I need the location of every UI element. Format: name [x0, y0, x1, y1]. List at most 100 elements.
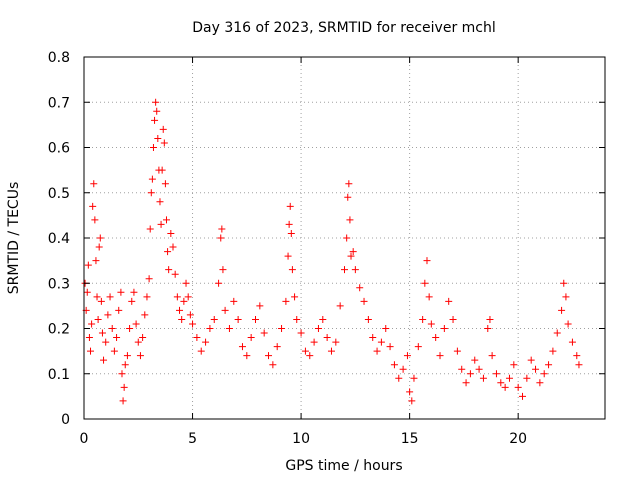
data-point — [471, 356, 479, 364]
data-point — [120, 383, 128, 391]
data-point — [160, 139, 168, 147]
data-point — [399, 365, 407, 373]
x-tick-label: 20 — [509, 431, 527, 447]
data-point — [265, 352, 273, 360]
data-point — [286, 202, 294, 210]
data-point — [136, 352, 144, 360]
data-point — [564, 320, 572, 328]
data-point — [100, 356, 108, 364]
data-point — [532, 365, 540, 373]
data-point — [243, 352, 251, 360]
data-point — [436, 352, 444, 360]
data-point — [527, 356, 535, 364]
data-point — [210, 315, 218, 323]
data-point — [121, 361, 129, 369]
data-point — [169, 243, 177, 251]
data-point — [132, 320, 140, 328]
y-tick-label: 0.1 — [48, 367, 70, 383]
data-point — [341, 266, 348, 274]
data-point — [523, 374, 531, 382]
data-point — [349, 248, 357, 256]
data-point — [106, 293, 114, 301]
data-point — [126, 325, 134, 332]
data-point — [247, 334, 255, 342]
y-tick-label: 0.6 — [48, 141, 70, 157]
data-point — [189, 320, 197, 328]
data-point — [545, 361, 553, 369]
y-tick-label: 0.4 — [48, 231, 70, 247]
data-point — [319, 315, 327, 323]
data-point — [176, 306, 184, 314]
data-point — [492, 370, 500, 378]
data-point — [475, 365, 483, 373]
data-point — [221, 306, 229, 314]
data-point — [386, 343, 394, 351]
data-point — [445, 297, 453, 305]
data-point — [173, 293, 181, 301]
data-point — [382, 325, 390, 332]
data-point — [458, 365, 466, 373]
data-point — [573, 352, 581, 360]
data-point — [159, 125, 167, 133]
data-point — [314, 325, 322, 332]
data-point — [558, 306, 566, 314]
data-point — [332, 338, 340, 346]
data-point — [153, 107, 161, 115]
data-point — [505, 374, 513, 382]
data-point — [519, 392, 527, 400]
y-tick-label: 0.8 — [48, 50, 70, 66]
data-point — [141, 311, 149, 319]
data-point — [440, 325, 448, 332]
data-point — [186, 311, 194, 319]
data-point — [88, 320, 96, 328]
data-point — [251, 315, 259, 323]
data-point — [421, 279, 429, 287]
data-point — [152, 98, 160, 106]
data-point — [284, 252, 292, 260]
data-point — [148, 175, 156, 183]
x-tick-label: 15 — [401, 431, 419, 447]
data-point — [145, 275, 153, 283]
data-point — [453, 347, 461, 355]
data-point — [327, 347, 335, 355]
data-point — [110, 347, 118, 355]
y-tick-label: 0.7 — [48, 95, 70, 111]
data-point — [408, 397, 416, 405]
data-point — [162, 216, 170, 224]
data-point — [347, 252, 355, 260]
data-point — [167, 229, 175, 237]
data-point — [193, 334, 201, 342]
data-point — [97, 297, 105, 305]
data-point — [278, 325, 286, 332]
data-point — [202, 338, 210, 346]
data-point — [149, 144, 157, 151]
data-point — [432, 334, 440, 342]
data-point — [118, 370, 126, 378]
data-point — [119, 397, 127, 405]
data-point — [369, 334, 377, 342]
data-point — [306, 352, 314, 360]
data-point — [356, 284, 364, 292]
data-point — [104, 311, 112, 319]
data-point — [273, 343, 281, 351]
data-point — [568, 338, 576, 346]
data-point — [92, 257, 100, 265]
data-point — [96, 234, 104, 242]
data-point — [540, 370, 548, 378]
data-point — [161, 180, 169, 188]
data-point — [113, 334, 121, 342]
data-point — [560, 279, 568, 287]
data-point — [123, 352, 131, 360]
data-point — [154, 134, 162, 142]
data-point — [536, 379, 544, 387]
data-point — [215, 279, 223, 287]
data-point — [147, 189, 155, 197]
data-point — [178, 315, 186, 323]
data-point — [165, 266, 173, 274]
data-point — [575, 361, 583, 369]
data-point — [130, 288, 138, 296]
y-tick-label: 0.2 — [48, 322, 70, 338]
data-point — [406, 388, 414, 396]
